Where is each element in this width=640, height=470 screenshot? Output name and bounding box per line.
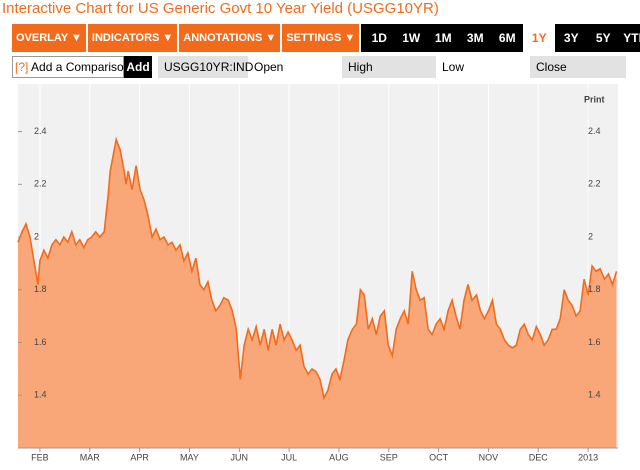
x-tick-label: SEP xyxy=(380,452,398,462)
y-tick-label: 2 xyxy=(34,231,39,241)
x-tick-label: NOV xyxy=(479,452,499,462)
y-tick-label-right: 2 xyxy=(588,231,593,241)
quote-field: Low xyxy=(442,60,465,74)
range-button[interactable]: 1D xyxy=(371,31,387,45)
y-tick-label: 2.2 xyxy=(34,179,47,189)
toolbar: OVERLAY ▼ INDICATORS ▼ ANNOTATIONS ▼ SET… xyxy=(12,24,640,52)
y-tick-label-right: 2.2 xyxy=(588,179,601,189)
x-tick-label: MAR xyxy=(80,452,101,462)
page-title: Interactive Chart for US Generic Govt 10… xyxy=(2,0,439,17)
print-button[interactable]: Print xyxy=(584,94,605,104)
x-tick-label: APR xyxy=(130,452,149,462)
y-tick-label: 1.6 xyxy=(34,337,47,347)
x-tick-label: FEB xyxy=(31,452,49,462)
range-button[interactable]: 1Y xyxy=(523,24,556,52)
y-tick-label-right: 1.4 xyxy=(588,390,601,400)
x-tick-label: JUN xyxy=(231,452,249,462)
x-tick-label: JUL xyxy=(281,452,297,462)
y-tick-label-right: 2.4 xyxy=(588,126,601,136)
help-icon[interactable]: [?] xyxy=(15,60,29,74)
y-tick-label: 1.4 xyxy=(34,390,47,400)
range-button[interactable]: 6M xyxy=(498,31,516,45)
quote-field: High xyxy=(342,56,436,78)
x-tick-label: MAY xyxy=(180,452,199,462)
y-tick-label: 2.4 xyxy=(34,126,47,136)
menu-button[interactable]: SETTINGS ▼ xyxy=(282,24,360,52)
quote-bar: [?] Add a Comparison Add USGG10YR:IND Op… xyxy=(12,56,632,78)
menu-button[interactable]: INDICATORS ▼ xyxy=(87,24,178,52)
line xyxy=(17,136,618,401)
y-tick-label-right: 1.8 xyxy=(588,284,601,294)
x-tick-label: DEC xyxy=(529,452,549,462)
x-tick-label: AUG xyxy=(329,452,349,462)
placeholder: Add a Comparison xyxy=(31,60,131,74)
range-button[interactable]: 5Y xyxy=(595,31,611,45)
y-tick-label: 1.8 xyxy=(34,284,47,294)
y-tick-label-right: 1.6 xyxy=(588,337,601,347)
x-tick-label: 2013 xyxy=(578,452,598,462)
area xyxy=(18,139,617,448)
comparison-input[interactable]: [?] Add a Comparison xyxy=(12,56,130,78)
range-button[interactable]: 1M xyxy=(434,31,452,45)
quote-field: Close xyxy=(530,56,626,78)
menu-button[interactable]: OVERLAY ▼ xyxy=(12,24,86,52)
range-button[interactable]: YTD xyxy=(623,31,640,45)
add-button[interactable]: Add xyxy=(124,56,152,78)
quote-field: Open xyxy=(254,60,284,74)
menu-button[interactable]: ANNOTATIONS ▼ xyxy=(179,24,281,52)
range-button[interactable]: 3M xyxy=(466,31,484,45)
range-selector: 1D 1W 1M 3M 6M 1Y 3Y 5Y YTD xyxy=(361,24,640,52)
chart: FEB MAR APR MAY JUN JUL AUG SEP OCT NOV DEC 2013 1.4… xyxy=(17,84,618,462)
ticker: USGG10YR:IND xyxy=(158,56,253,78)
x-tick-label: OCT xyxy=(429,452,449,462)
range-button[interactable]: 3Y xyxy=(563,31,579,45)
range-button[interactable]: 1W xyxy=(402,31,421,45)
